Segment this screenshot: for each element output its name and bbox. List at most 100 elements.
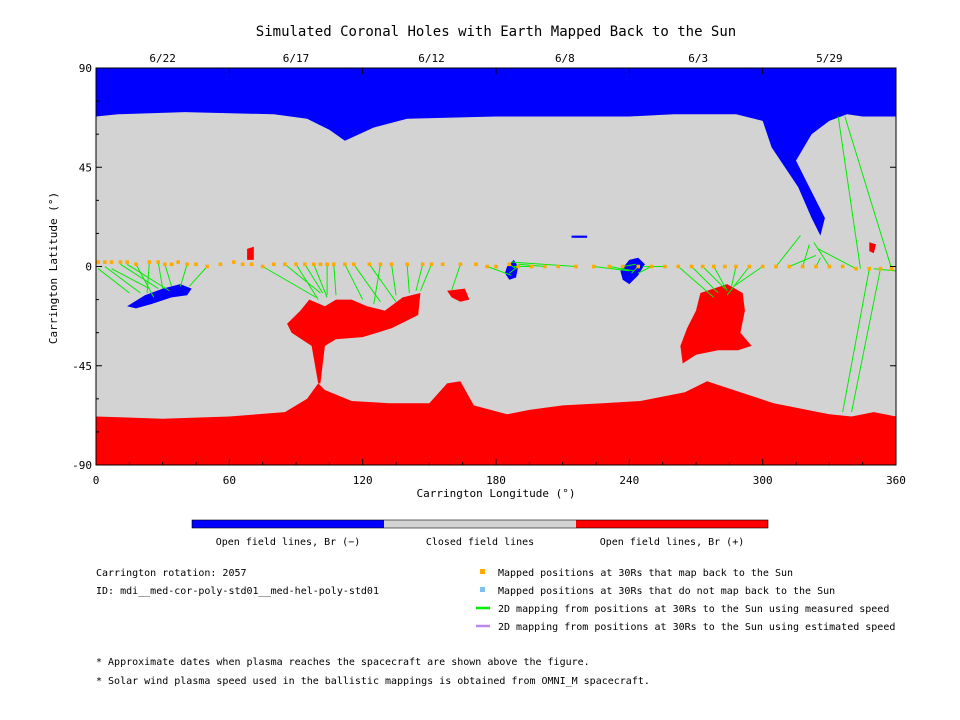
x-tick-label-5: 300 [753, 474, 773, 487]
mapping-line-42 [713, 266, 728, 292]
date-label-0: 6/22 [149, 52, 176, 65]
legend-swatch-1 [480, 587, 485, 592]
mapped-point-40 [507, 262, 512, 267]
mapped-point-42 [529, 264, 534, 269]
mapping-line-35 [622, 263, 637, 267]
region-small-positive-70 [247, 246, 254, 260]
date-label-2: 6/12 [418, 52, 445, 65]
footnote-dates: * Approximate dates when plasma reaches … [96, 657, 590, 668]
mapping-line-12 [284, 263, 321, 294]
mapping-line-13 [295, 264, 319, 300]
region-central-positive-hole [287, 293, 421, 384]
legend-label-2: 2D mapping from positions at 30Rs to the… [498, 604, 889, 615]
mapped-point-55 [711, 264, 716, 269]
colorbar: Open field lines, Br (−) Closed field lin… [191, 519, 769, 548]
legend: Mapped positions at 30Rs that map back t… [476, 568, 895, 633]
mapped-point-49 [636, 264, 641, 269]
region-north-polar-hole [96, 68, 896, 236]
y-tick-label-2: 0 [85, 261, 92, 274]
mapping-line-32 [511, 261, 577, 267]
region-east-positive-hole [680, 284, 752, 364]
mapped-point-53 [689, 264, 694, 269]
mapping-line-34 [609, 266, 634, 272]
mapping-line-47 [802, 244, 810, 267]
mapping-line-50 [775, 235, 801, 267]
date-label-3: 6/8 [555, 52, 575, 65]
run-id-text: ID: mdi__med-cor-poly-std01__med-hel-pol… [96, 586, 379, 597]
mapping-line-8 [164, 264, 173, 287]
colorbar-label-2: Open field lines, Br (+) [600, 537, 745, 548]
mapped-point-64 [827, 264, 832, 269]
legend-label-3: 2D mapping from positions at 30Rs to the… [498, 622, 895, 633]
mapped-point-63 [814, 264, 818, 269]
mapping-line-15 [313, 264, 328, 298]
region-south-polar-hole [96, 381, 896, 465]
mapped-point-48 [620, 264, 625, 269]
mapped-point-35 [440, 262, 445, 267]
mapping-line-11 [262, 266, 317, 298]
mapped-point-0 [96, 260, 101, 264]
mapping-line-25 [419, 264, 433, 291]
mapping-line-51 [817, 248, 857, 270]
mapped-point-65 [840, 264, 845, 269]
chart-title: Simulated Coronal Holes with Earth Mappe… [256, 24, 736, 40]
mapped-point-59 [760, 264, 765, 269]
top-date-labels: 6/22 6/17 6/12 6/8 6/3 5/29 [149, 52, 842, 65]
coronal-hole-regions [96, 68, 896, 465]
mapping-line-41 [702, 266, 726, 289]
legend-label-0: Mapped positions at 30Rs that map back t… [498, 568, 793, 579]
mapped-point-1 [103, 260, 107, 264]
mapped-point-41 [516, 264, 521, 269]
mapped-point-54 [700, 264, 705, 269]
mapped-point-52 [676, 264, 681, 269]
mapped-point-69 [889, 266, 894, 271]
mapping-line-55 [837, 116, 861, 269]
mapped-point-7 [156, 260, 161, 264]
mapped-point-23 [311, 262, 316, 267]
colorbar-frame [191, 519, 769, 529]
colorbar-label-1: Closed field lines [426, 537, 534, 548]
mapped-point-10 [176, 260, 181, 264]
mapped-point-17 [249, 262, 254, 267]
mapped-point-39 [494, 264, 498, 269]
carrington-rotation-text: Carrington rotation: 2057 [96, 568, 247, 579]
y-axis-ticks: 90 45 0 -45 -90 [72, 62, 896, 472]
mapped-point-11 [185, 262, 189, 267]
mapping-line-10 [188, 266, 208, 287]
region-negative-186 [504, 259, 519, 280]
mapping-line-26 [451, 264, 461, 291]
mapped-point-19 [271, 262, 276, 267]
measured-speed-mapping-lines [97, 116, 897, 413]
mapped-point-51 [663, 264, 667, 269]
mapping-line-6 [146, 262, 150, 294]
mapped-point-66 [854, 266, 858, 271]
legend-label-1: Mapped positions at 30Rs that do not map… [498, 586, 835, 597]
mapped-point-25 [325, 262, 329, 267]
mapping-line-27 [486, 266, 512, 276]
x-tick-label-4: 240 [619, 474, 639, 487]
y-tick-label-0: 90 [79, 62, 92, 75]
mapped-point-5 [134, 262, 138, 267]
mapping-line-24 [415, 264, 424, 291]
mapped-point-47 [607, 264, 612, 269]
mapping-line-46 [789, 255, 817, 267]
colorbar-label-0: Open field lines, Br (−) [216, 537, 361, 548]
x-tick-label-0: 0 [93, 474, 100, 487]
mapped-point-50 [649, 264, 654, 269]
y-tick-label-3: -45 [72, 360, 92, 373]
mapped-point-56 [723, 264, 727, 269]
mapped-point-37 [474, 262, 478, 267]
y-tick-label-1: 45 [79, 161, 92, 174]
mapped-point-18 [260, 264, 265, 269]
date-label-1: 6/17 [283, 52, 310, 65]
mapped-point-4 [125, 260, 129, 264]
x-axis-label: Carrington Longitude (°) [417, 487, 576, 500]
mapping-line-22 [391, 264, 397, 296]
mapped-point-13 [205, 264, 209, 269]
mapped-point-57 [734, 264, 738, 269]
mapping-line-49 [813, 241, 830, 267]
mapping-line-17 [333, 264, 337, 296]
mapped-point-2 [109, 260, 114, 264]
mapped-point-8 [163, 262, 167, 267]
mapped-point-31 [389, 262, 394, 267]
